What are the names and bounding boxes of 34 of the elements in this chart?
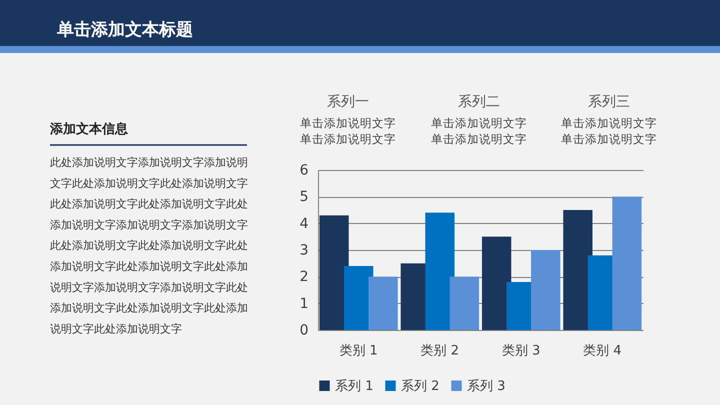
legend-label: 系列 1 xyxy=(335,378,374,394)
bar xyxy=(482,236,512,330)
bar xyxy=(319,215,349,330)
y-tick-label: 1 xyxy=(300,296,308,312)
y-tick-label: 2 xyxy=(300,269,308,286)
bar xyxy=(531,250,560,330)
text: 此处添加说明文字添加说明文字添加说明文字此处添加说明文字此处添加说明文字此处添加说明文字此处添加说明文字此处添加说明文字添加说明文字添加说明文字此处添加说明文字此处添加说明文字此处添加说明文字此处添加说明文字此处添加说明文字添加说明文字添加说明文字此处添加说明文字此处添加说明文字此处添加说明文字此处添加说明文字 xyxy=(50,156,248,336)
text: 单击添加说明文字 xyxy=(300,116,396,130)
bar xyxy=(563,210,592,330)
y-tick-label: 0 xyxy=(300,322,308,338)
x-tick-label: 类别 2 xyxy=(420,344,460,358)
text: 添加文本信息 xyxy=(49,121,129,137)
text: 单击添加文本标题 xyxy=(56,20,193,40)
bar xyxy=(368,276,398,330)
y-tick-label: 5 xyxy=(300,189,308,206)
legend-label: 系列 2 xyxy=(401,378,440,394)
text: 单击添加说明文字 xyxy=(431,116,527,130)
bar xyxy=(425,212,454,330)
text: 系列一 xyxy=(327,94,369,110)
text: 单击添加说明文字 xyxy=(431,132,527,146)
y-tick-label: 6 xyxy=(300,162,309,178)
bar xyxy=(450,276,480,330)
y-tick-label: 3 xyxy=(300,242,308,258)
x-tick-label: 类别 3 xyxy=(502,344,540,358)
text: 单击添加说明文字 xyxy=(561,116,657,130)
text: 单击添加说明文字 xyxy=(300,132,396,146)
text: 单击添加说明文字 xyxy=(561,132,657,146)
bar xyxy=(612,196,642,330)
text: 系列二 xyxy=(458,94,500,110)
x-tick-label: 类别 4 xyxy=(583,344,622,358)
legend-label: 系列 3 xyxy=(467,378,506,394)
text: 系列三 xyxy=(588,94,630,110)
x-tick-label: 类别 1 xyxy=(339,344,378,358)
y-tick-label: 4 xyxy=(300,216,309,232)
